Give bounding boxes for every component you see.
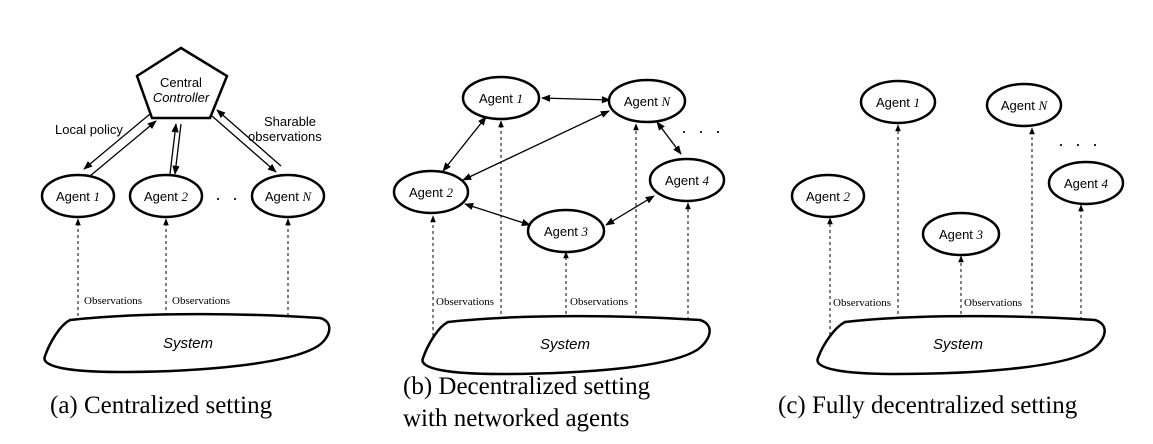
observations-label: Observations [436, 296, 494, 308]
agent-label: Agent [265, 189, 299, 204]
agent-index: 1 [94, 189, 101, 204]
panel-a-centralized: Central Controller Local policy Sharable… [40, 46, 331, 419]
observation-arrows [75, 218, 291, 322]
svg-text:Agent 2: Agent 2 [806, 189, 851, 204]
agent-label: Agent [1064, 176, 1098, 191]
agent-node: Agent 1 [40, 173, 116, 219]
sharable-label-line2: observations [248, 129, 322, 144]
observations-label: Observations [964, 297, 1022, 309]
system-label: System [163, 335, 213, 352]
svg-text:Agent 1: Agent 1 [876, 95, 920, 110]
svg-text:Agent N: Agent N [265, 189, 313, 204]
agent-index: 2 [844, 189, 851, 204]
agent-label: Agent [665, 173, 699, 188]
agent-label: Agent [939, 227, 973, 242]
system-blob: System [421, 314, 711, 376]
svg-text:Agent 3: Agent 3 [939, 227, 984, 242]
agent-node: Agent 4 [648, 157, 726, 203]
observations-label: Observations [833, 297, 891, 309]
agent-node: Agent N [985, 82, 1063, 128]
svg-text:Agent 4: Agent 4 [665, 173, 710, 188]
agent-index: 4 [1102, 176, 1109, 191]
agent-label: Agent [56, 189, 90, 204]
caption-c: (c) Fully decentralized setting [778, 392, 1078, 419]
agent-label: Agent [806, 189, 840, 204]
panel-c-fully-decentralized: Agent 1 Agent N Agent 2 Agent 4 Agent 3 … [778, 79, 1125, 419]
svg-text:Agent 1: Agent 1 [56, 189, 100, 204]
agent-label: Agent [876, 95, 910, 110]
agent-node: Agent 3 [526, 208, 606, 254]
agent-index: 1 [914, 95, 921, 110]
observation-arrows [827, 124, 1084, 335]
agent-index: 4 [703, 173, 710, 188]
central-controller: Central Controller [135, 46, 229, 120]
svg-text:Agent 4: Agent 4 [1064, 176, 1109, 191]
sharable-label-line1: Sharable [264, 114, 316, 129]
agent-index: N [660, 94, 671, 109]
controller-label-line1: Central [160, 75, 202, 90]
agent-node: Agent 2 [790, 173, 866, 219]
svg-text:Agent 2: Agent 2 [409, 185, 454, 200]
svg-text:Agent 1: Agent 1 [479, 91, 523, 106]
agent-label: Agent [544, 224, 578, 239]
controller-links [83, 109, 282, 177]
controller-label-line2: Controller [153, 90, 210, 105]
caption-b-line2: with networked agents [403, 405, 629, 432]
svg-text:Agent 3: Agent 3 [544, 224, 589, 239]
agent-node: Agent N [250, 173, 326, 219]
ellipsis: · · · [215, 188, 258, 208]
agent-node: Agent 1 [461, 75, 541, 121]
system-blob: System [43, 312, 331, 374]
agent-node: Agent 2 [128, 173, 204, 219]
agent-index: 3 [976, 227, 984, 242]
agent-index: 2 [182, 189, 189, 204]
svg-text:Agent N: Agent N [1001, 98, 1049, 113]
agent-node: Agent N [607, 78, 687, 124]
agent-index: 2 [447, 185, 454, 200]
agent-label: Agent [144, 189, 178, 204]
agent-index: N [1037, 98, 1048, 113]
caption-b-line1: (b) Decentralized setting [403, 373, 651, 400]
agent-label: Agent [479, 91, 513, 106]
agent-node: Agent 2 [392, 169, 470, 215]
system-label: System [933, 336, 983, 353]
agent-index: 1 [517, 91, 524, 106]
caption-a: (a) Centralized setting [50, 392, 273, 419]
system-blob: System [816, 314, 1106, 376]
agent-index: 3 [581, 224, 589, 239]
agent-label: Agent [1001, 98, 1035, 113]
agent-node: Agent 4 [1047, 160, 1125, 206]
local-policy-label: Local policy [55, 122, 123, 137]
svg-text:Agent N: Agent N [624, 94, 672, 109]
svg-text:Agent 2: Agent 2 [144, 189, 189, 204]
agent-node: Agent 3 [921, 211, 1001, 257]
agent-links [442, 94, 682, 226]
agent-node: Agent 1 [859, 79, 937, 125]
system-label: System [540, 336, 590, 353]
observations-label: Observations [570, 296, 628, 308]
agent-index: N [301, 189, 312, 204]
panel-b-networked: Agent 1 Agent N Agent 2 Agent 4 Agent 3 … [392, 75, 726, 432]
agent-label: Agent [624, 94, 658, 109]
observations-label: Observations [172, 295, 230, 307]
ellipsis: · · · [681, 121, 724, 141]
agent-label: Agent [409, 185, 443, 200]
observations-label: Observations [84, 295, 142, 307]
ellipsis: · · · [1058, 134, 1101, 154]
